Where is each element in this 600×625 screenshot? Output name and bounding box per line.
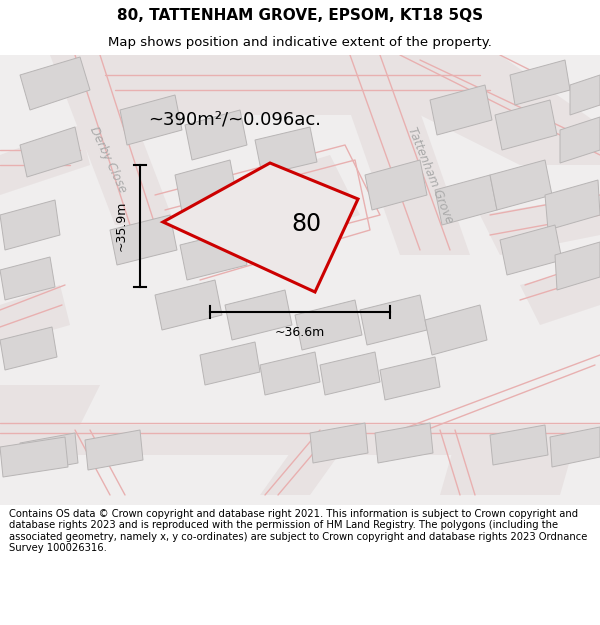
- Text: ~35.9m: ~35.9m: [115, 201, 128, 251]
- Polygon shape: [330, 55, 470, 255]
- Polygon shape: [295, 300, 362, 350]
- Polygon shape: [0, 437, 68, 477]
- Polygon shape: [490, 425, 548, 465]
- Polygon shape: [435, 175, 497, 225]
- Text: Derby Close: Derby Close: [87, 125, 129, 195]
- Polygon shape: [490, 160, 552, 210]
- Polygon shape: [260, 352, 320, 395]
- Polygon shape: [0, 125, 90, 195]
- Text: Map shows position and indicative extent of the property.: Map shows position and indicative extent…: [108, 36, 492, 49]
- Polygon shape: [50, 55, 175, 225]
- Polygon shape: [0, 285, 70, 345]
- Polygon shape: [255, 127, 317, 175]
- Polygon shape: [550, 427, 600, 467]
- Polygon shape: [380, 357, 440, 400]
- Polygon shape: [180, 230, 247, 280]
- Polygon shape: [440, 425, 580, 495]
- Polygon shape: [20, 57, 90, 110]
- Polygon shape: [510, 60, 570, 105]
- Polygon shape: [260, 425, 360, 495]
- Polygon shape: [0, 200, 60, 250]
- Polygon shape: [20, 127, 82, 177]
- Polygon shape: [110, 215, 177, 265]
- Text: Tattenham Grove: Tattenham Grove: [405, 125, 455, 225]
- Text: 80, TATTENHAM GROVE, EPSOM, KT18 5QS: 80, TATTENHAM GROVE, EPSOM, KT18 5QS: [117, 8, 483, 23]
- Polygon shape: [0, 425, 600, 455]
- Polygon shape: [555, 242, 600, 290]
- Polygon shape: [120, 95, 182, 145]
- Polygon shape: [0, 385, 100, 425]
- Polygon shape: [570, 75, 600, 115]
- Polygon shape: [185, 110, 247, 160]
- Polygon shape: [225, 290, 292, 340]
- Polygon shape: [375, 423, 433, 463]
- Text: Contains OS data © Crown copyright and database right 2021. This information is : Contains OS data © Crown copyright and d…: [9, 509, 587, 553]
- Polygon shape: [20, 433, 78, 473]
- Polygon shape: [425, 305, 487, 355]
- Polygon shape: [155, 280, 222, 330]
- Text: ~390m²/~0.096ac.: ~390m²/~0.096ac.: [148, 111, 321, 129]
- Polygon shape: [320, 352, 380, 395]
- Polygon shape: [495, 100, 557, 150]
- Text: ~36.6m: ~36.6m: [275, 326, 325, 339]
- Polygon shape: [240, 173, 302, 223]
- Polygon shape: [560, 117, 600, 163]
- Polygon shape: [175, 160, 237, 212]
- Polygon shape: [200, 155, 360, 255]
- Polygon shape: [480, 195, 600, 255]
- Polygon shape: [0, 257, 55, 300]
- Polygon shape: [200, 342, 260, 385]
- Polygon shape: [85, 430, 143, 470]
- Polygon shape: [380, 55, 600, 165]
- Polygon shape: [0, 55, 600, 505]
- Text: 80: 80: [292, 212, 322, 236]
- Polygon shape: [365, 160, 427, 210]
- Polygon shape: [360, 295, 427, 345]
- Polygon shape: [520, 265, 600, 325]
- Polygon shape: [430, 85, 492, 135]
- Polygon shape: [163, 163, 358, 292]
- Polygon shape: [0, 327, 57, 370]
- Polygon shape: [310, 423, 368, 463]
- Polygon shape: [500, 225, 562, 275]
- Polygon shape: [100, 55, 500, 115]
- Polygon shape: [545, 180, 600, 230]
